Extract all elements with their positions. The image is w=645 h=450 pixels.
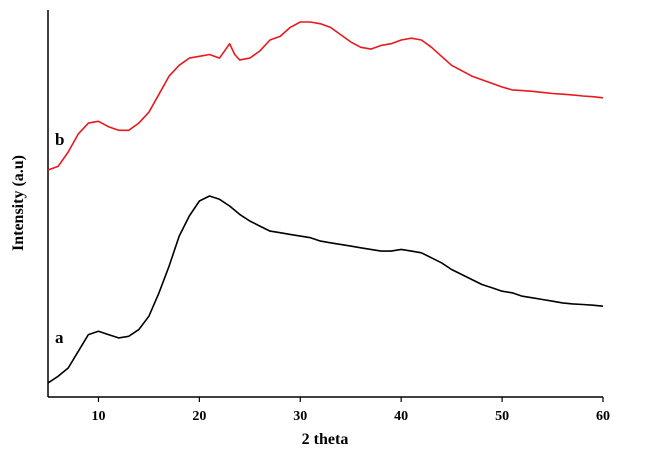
series-labels: ab <box>55 130 64 347</box>
x-tick-label: 50 <box>495 409 509 424</box>
x-tick-label: 40 <box>394 409 408 424</box>
x-tick-label: 30 <box>293 409 307 424</box>
axes <box>47 10 603 398</box>
series-label-b: b <box>55 130 64 149</box>
x-ticks: 10 20 30 40 50 60 <box>91 397 610 424</box>
series-label-a: a <box>55 328 64 347</box>
y-axis-title: Intensity (a.u) <box>10 155 27 251</box>
x-tick-label: 60 <box>596 409 610 424</box>
series-line-b <box>47 21 604 171</box>
x-axis-title: 2 theta <box>302 431 349 448</box>
series-line-a <box>47 195 604 384</box>
x-tick-label: 10 <box>91 409 105 424</box>
x-tick-label: 20 <box>192 409 206 424</box>
series-lines <box>47 21 604 384</box>
